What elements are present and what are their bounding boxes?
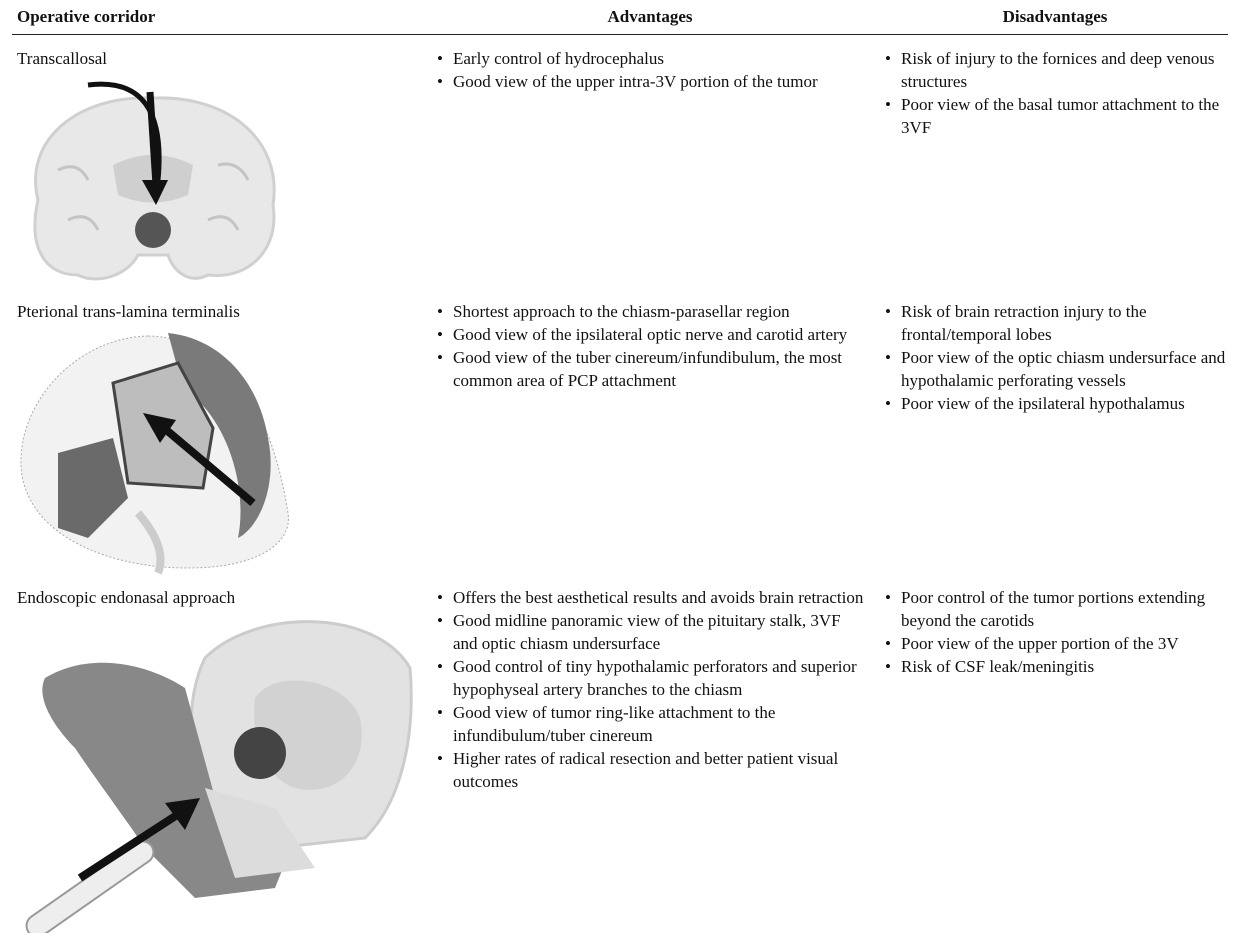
advantage-item: Good view of the tuber cinereum/infundib…: [437, 346, 867, 392]
disadvantages-list: Poor control of the tumor portions exten…: [885, 586, 1230, 678]
pterional-illustration: [20, 333, 289, 575]
advantage-item: Good control of tiny hypothalamic perfor…: [437, 655, 867, 701]
advantages-list: Early control of hydrocephalusGood view …: [437, 47, 867, 93]
disadvantage-item: Risk of injury to the fornices and deep …: [885, 47, 1230, 93]
advantage-item: Good view of the upper intra-3V portion …: [437, 70, 867, 93]
disadvantage-item: Risk of CSF leak/meningitis: [885, 655, 1230, 678]
endonasal-illustration: [25, 620, 413, 933]
advantage-item: Good view of tumor ring-like attachment …: [437, 701, 867, 747]
advantages-list: Shortest approach to the chiasm-parasell…: [437, 300, 867, 392]
header-disadvantages: Disadvantages: [1002, 7, 1108, 26]
disadvantage-item: Poor control of the tumor portions exten…: [885, 586, 1230, 632]
advantage-item: Higher rates of radical resection and be…: [437, 747, 867, 793]
advantage-item: Early control of hydrocephalus: [437, 47, 867, 70]
disadvantage-item: Risk of brain retraction injury to the f…: [885, 300, 1230, 346]
corridor-name: Pterional trans-lamina terminalis: [17, 302, 240, 321]
disadvantage-item: Poor view of the optic chiasm undersurfa…: [885, 346, 1230, 392]
advantage-item: Offers the best aesthetical results and …: [437, 586, 867, 609]
header-corridor: Operative corridor: [17, 7, 156, 26]
disadvantages-list: Risk of brain retraction injury to the f…: [885, 300, 1230, 415]
corridor-name: Transcallosal: [17, 49, 108, 68]
advantage-item: Good midline panoramic view of the pitui…: [437, 609, 867, 655]
corridor-name: Endoscopic endonasal approach: [17, 588, 236, 607]
advantage-item: Shortest approach to the chiasm-parasell…: [437, 300, 867, 323]
transcallosal-illustration: [33, 81, 276, 281]
disadvantage-item: Poor view of the ipsilateral hypothalamu…: [885, 392, 1230, 415]
disadvantage-item: Poor view of the basal tumor attachment …: [885, 93, 1230, 139]
advantage-item: Good view of the ipsilateral optic nerve…: [437, 323, 867, 346]
disadvantage-item: Poor view of the upper portion of the 3V: [885, 632, 1230, 655]
header-rule: [12, 34, 1228, 35]
disadvantages-list: Risk of injury to the fornices and deep …: [885, 47, 1230, 139]
advantages-list: Offers the best aesthetical results and …: [437, 586, 867, 793]
header-advantages: Advantages: [607, 7, 693, 26]
